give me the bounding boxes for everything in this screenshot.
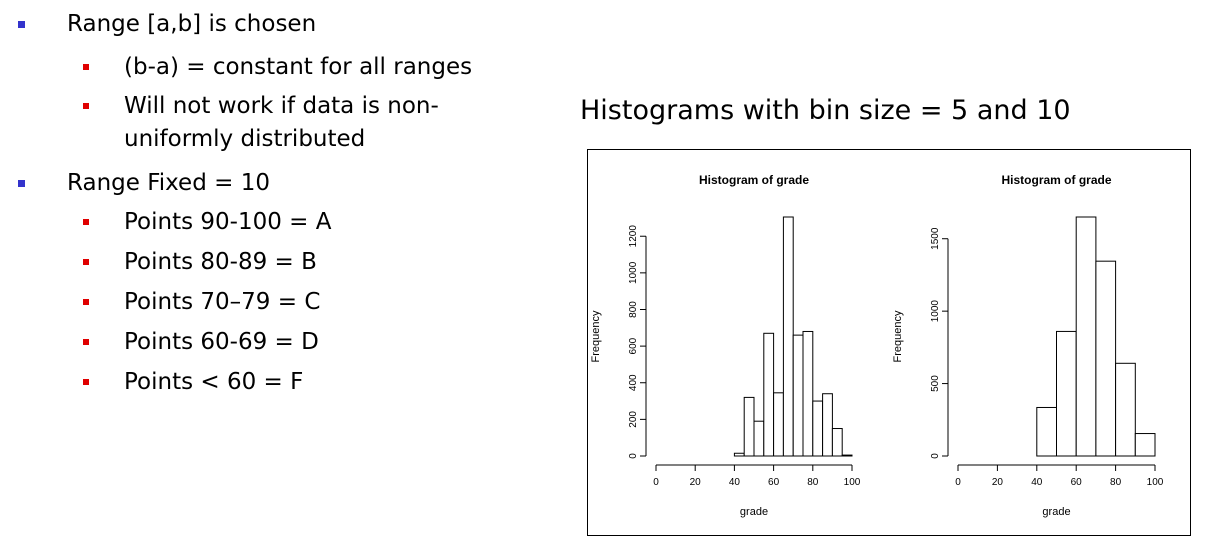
bullet-text: (b-a) = constant for all ranges — [124, 54, 473, 80]
histogram-bar — [841, 454, 853, 457]
x-axis-label: grade — [740, 506, 768, 518]
x-tick-label: 20 — [992, 477, 1004, 488]
bullet-text: Points 60-69 = D — [124, 329, 319, 355]
bullet-text: Points 90-100 = A — [124, 209, 332, 235]
bullet-text: uniformly distributed — [124, 126, 366, 152]
histogram-bar — [782, 216, 794, 457]
bullet-square-icon — [83, 259, 89, 265]
bullet-text: Will not work if data is non- — [124, 93, 439, 119]
y-tick-label: 1200 — [628, 225, 639, 248]
bullet-square-icon — [83, 339, 89, 345]
histogram-bar — [831, 428, 843, 457]
histogram-bar — [763, 332, 775, 457]
y-axis-label: Frequency — [590, 310, 602, 362]
histogram-panel-2: Histogram of grade 0 20 40 60 80 100 grade 0 500 1… — [892, 173, 1164, 518]
x-tick-label: 100 — [1147, 477, 1164, 488]
chart-title: Histogram of grade — [1001, 173, 1111, 187]
histogram-bar — [733, 452, 745, 457]
x-tick-label: 20 — [690, 477, 702, 488]
histogram-bar — [812, 400, 824, 457]
histogram-bar — [773, 392, 784, 457]
histogram-panel-1: Histogram of grade 0 20 40 60 80 100 grade 0 200 4… — [590, 173, 861, 518]
x-tick-label: 40 — [1031, 477, 1043, 488]
x-tick-label: 40 — [729, 477, 741, 488]
histogram-bar — [1134, 433, 1156, 457]
bullet-text: Points 70–79 = C — [124, 289, 321, 315]
histogram-bar — [822, 393, 833, 457]
x-axis-label: grade — [1042, 506, 1070, 518]
x-tick-label: 0 — [955, 477, 961, 488]
histogram-bar — [1115, 362, 1136, 457]
y-tick-label: 500 — [930, 375, 941, 392]
bullet-square-icon — [18, 180, 25, 187]
y-axis-label: Frequency — [892, 310, 904, 362]
x-tick-label: 60 — [1071, 477, 1083, 488]
histogram-bar — [743, 396, 755, 457]
x-tick-label: 60 — [768, 477, 780, 488]
x-tick-label: 0 — [653, 477, 659, 488]
bullet-square-icon — [83, 379, 89, 385]
histogram-bar — [1056, 330, 1077, 457]
y-tick-label: 800 — [628, 301, 639, 318]
bullet-square-icon — [83, 299, 89, 305]
histogram-figure: Histogram of grade 0 20 40 60 80 100 grade 0 200 4… — [587, 149, 1191, 536]
y-tick-label: 1000 — [930, 300, 941, 323]
bullet-text: Points 80-89 = B — [124, 249, 317, 275]
histogram-bar — [802, 330, 814, 457]
y-tick-label: 0 — [930, 453, 941, 459]
histogram-bar — [753, 420, 765, 457]
bullet-text: Range Fixed = 10 — [67, 170, 270, 196]
histogram-bar — [1036, 406, 1057, 457]
bullet-square-icon — [83, 64, 89, 70]
bullet-square-icon — [83, 219, 89, 225]
histograms-heading: Histograms with bin size = 5 and 10 — [580, 95, 1071, 126]
y-tick-label: 0 — [628, 453, 639, 459]
histogram-bar — [1075, 216, 1097, 457]
y-tick-label: 400 — [628, 374, 639, 391]
y-tick-label: 200 — [628, 411, 639, 428]
histogram-bar — [792, 334, 804, 457]
histogram-bar — [1095, 260, 1117, 457]
y-tick-label: 1500 — [930, 227, 941, 250]
y-tick-label: 600 — [628, 337, 639, 354]
x-tick-label: 80 — [1110, 477, 1122, 488]
bullet-square-icon — [83, 103, 89, 109]
chart-title: Histogram of grade — [699, 173, 809, 187]
bullet-text: Range [a,b] is chosen — [67, 11, 317, 37]
bullet-square-icon — [18, 21, 25, 28]
y-tick-label: 1000 — [628, 261, 639, 284]
bullet-text: Points < 60 = F — [124, 369, 304, 395]
x-tick-label: 80 — [807, 477, 819, 488]
x-tick-label: 100 — [844, 477, 861, 488]
